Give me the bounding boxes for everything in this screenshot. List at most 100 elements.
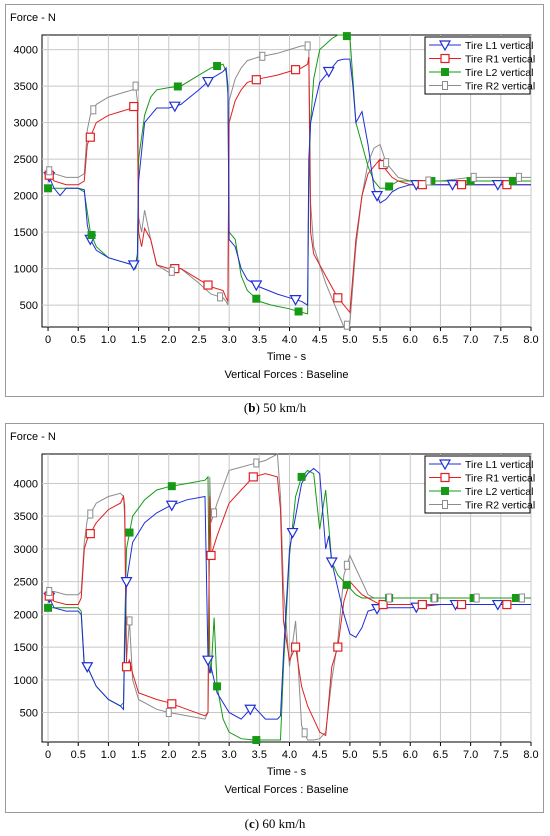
series-marker-l2 bbox=[252, 294, 261, 303]
series-marker-r1 bbox=[203, 280, 213, 290]
series-marker-l1 bbox=[491, 180, 504, 191]
x-tick-label: 6.5 bbox=[433, 334, 448, 346]
series-marker-l1 bbox=[244, 704, 257, 716]
series-marker-r2 bbox=[168, 266, 175, 276]
series-marker-r1 bbox=[456, 180, 467, 190]
series-marker-r1 bbox=[85, 529, 95, 539]
series-marker-r2 bbox=[46, 166, 53, 176]
x-tick-label: 7.5 bbox=[493, 749, 508, 761]
x-tick-label: 2.5 bbox=[191, 334, 206, 346]
chart-panel-50kmh: Force - N 500 1000 1500 2000 2500 3000 3500 4000… bbox=[5, 4, 544, 397]
x-tick-label: 7.5 bbox=[493, 334, 508, 346]
series-marker-l2 bbox=[173, 82, 182, 91]
x-tick-label: 2.0 bbox=[161, 334, 176, 346]
series-line-l1 bbox=[47, 58, 531, 306]
series-marker-r2 bbox=[87, 509, 94, 519]
caption-text: 60 km/h bbox=[262, 816, 306, 831]
force-chart-60kmh: Force - N 500 1000 1500 2000 2500 3000 3500 4000… bbox=[10, 431, 539, 796]
legend-marker bbox=[442, 500, 448, 509]
series-marker-r1 bbox=[251, 75, 261, 85]
series-marker-l2 bbox=[44, 603, 53, 612]
y-tick-label: 1000 bbox=[14, 264, 38, 276]
y-tick-label: 1500 bbox=[14, 642, 38, 654]
series-marker-r2 bbox=[165, 708, 172, 718]
series-marker-l1 bbox=[286, 527, 299, 539]
x-tick-label: 4.0 bbox=[282, 749, 297, 761]
series-marker-r1 bbox=[248, 472, 258, 482]
y-axis-label: Force - N bbox=[10, 431, 56, 443]
series-marker-l1 bbox=[371, 191, 384, 202]
x-tick-label: 0.5 bbox=[71, 749, 86, 761]
series-marker-l2 bbox=[508, 177, 517, 185]
x-tick-label: 5.0 bbox=[342, 749, 357, 761]
legend-entry: Tire R2 vertical bbox=[465, 81, 535, 93]
chart-panel-60kmh: Force - N 500 1000 1500 2000 2500 3000 3500 4000… bbox=[5, 423, 544, 813]
x-tick-label: 4.5 bbox=[312, 749, 327, 761]
x-tick-label: 3.0 bbox=[221, 749, 236, 761]
series-marker-r2 bbox=[126, 616, 133, 626]
x-tick-label: 0 bbox=[45, 334, 51, 346]
x-tick-label: 3.5 bbox=[252, 334, 267, 346]
series-line-r1 bbox=[47, 56, 531, 314]
series-marker-r1 bbox=[417, 599, 427, 610]
series-line-r2 bbox=[48, 453, 531, 741]
series-marker-r1 bbox=[333, 293, 343, 303]
legend-entry: Tire L1 vertical bbox=[465, 459, 533, 471]
series-marker-l2 bbox=[87, 231, 96, 240]
series-marker-l2 bbox=[511, 594, 520, 602]
x-tick-label: 1.0 bbox=[101, 334, 116, 346]
series-marker-r1 bbox=[333, 642, 343, 652]
series-marker-r2 bbox=[304, 41, 311, 51]
series-marker-l1 bbox=[127, 260, 140, 272]
y-tick-label: 3500 bbox=[14, 511, 38, 523]
x-axis-label: Time - s bbox=[267, 351, 307, 363]
caption-label: b bbox=[248, 400, 256, 415]
series-marker-r1 bbox=[206, 550, 216, 561]
series-marker-l1 bbox=[491, 599, 504, 611]
series-marker-r2 bbox=[217, 292, 224, 302]
y-tick-label: 4000 bbox=[14, 478, 38, 490]
legend-marker bbox=[442, 81, 448, 90]
x-tick-label: 7.0 bbox=[463, 749, 478, 761]
series-marker-l2 bbox=[44, 184, 53, 193]
y-tick-label: 4000 bbox=[14, 45, 38, 57]
caption-label: c bbox=[248, 816, 255, 831]
series-marker-l1 bbox=[168, 101, 181, 113]
x-tick-label: 5.5 bbox=[372, 749, 387, 761]
x-tick-label: 8.0 bbox=[523, 749, 538, 761]
series-marker-l1 bbox=[289, 295, 302, 306]
legend-marker bbox=[440, 472, 450, 483]
series-marker-r2 bbox=[211, 508, 218, 518]
legend-entry: Tire R2 vertical bbox=[465, 500, 535, 512]
x-tick-label: 6.0 bbox=[403, 749, 418, 761]
y-tick-label: 3000 bbox=[14, 118, 38, 130]
series-marker-r2 bbox=[90, 105, 97, 115]
series-marker-r2 bbox=[515, 172, 522, 182]
y-tick-label: 3500 bbox=[14, 81, 38, 93]
series-marker-r2 bbox=[253, 458, 260, 468]
series-marker-l2 bbox=[167, 482, 176, 491]
legend-marker bbox=[441, 487, 449, 495]
y-axis-label: Force - N bbox=[10, 12, 56, 24]
y-tick-label: 1500 bbox=[14, 227, 38, 239]
legend-marker bbox=[438, 459, 452, 471]
series-marker-l2 bbox=[342, 32, 351, 41]
legend-marker bbox=[440, 53, 450, 64]
series-marker-l1 bbox=[120, 577, 133, 588]
x-tick-label: 3.0 bbox=[221, 334, 236, 346]
y-tick-label: 1000 bbox=[14, 675, 38, 687]
x-tick-label: 7.0 bbox=[463, 334, 478, 346]
series-marker-r1 bbox=[290, 65, 301, 75]
y-tick-label: 500 bbox=[20, 708, 38, 720]
x-tick-label: 6.5 bbox=[433, 749, 448, 761]
series-marker-l2 bbox=[213, 62, 222, 71]
series-marker-r2 bbox=[386, 593, 393, 603]
force-chart-50kmh: Force - N 500 1000 1500 2000 2500 3000 3500 4000… bbox=[10, 12, 539, 381]
x-tick-label: 3.5 bbox=[252, 749, 267, 761]
series-marker-l1 bbox=[165, 500, 178, 512]
series-marker-r2 bbox=[259, 51, 266, 61]
series-marker-r1 bbox=[456, 599, 467, 610]
x-tick-label: 4.0 bbox=[282, 334, 297, 346]
legend-entry: Tire L2 vertical bbox=[465, 486, 533, 498]
x-tick-label: 2.5 bbox=[191, 749, 206, 761]
